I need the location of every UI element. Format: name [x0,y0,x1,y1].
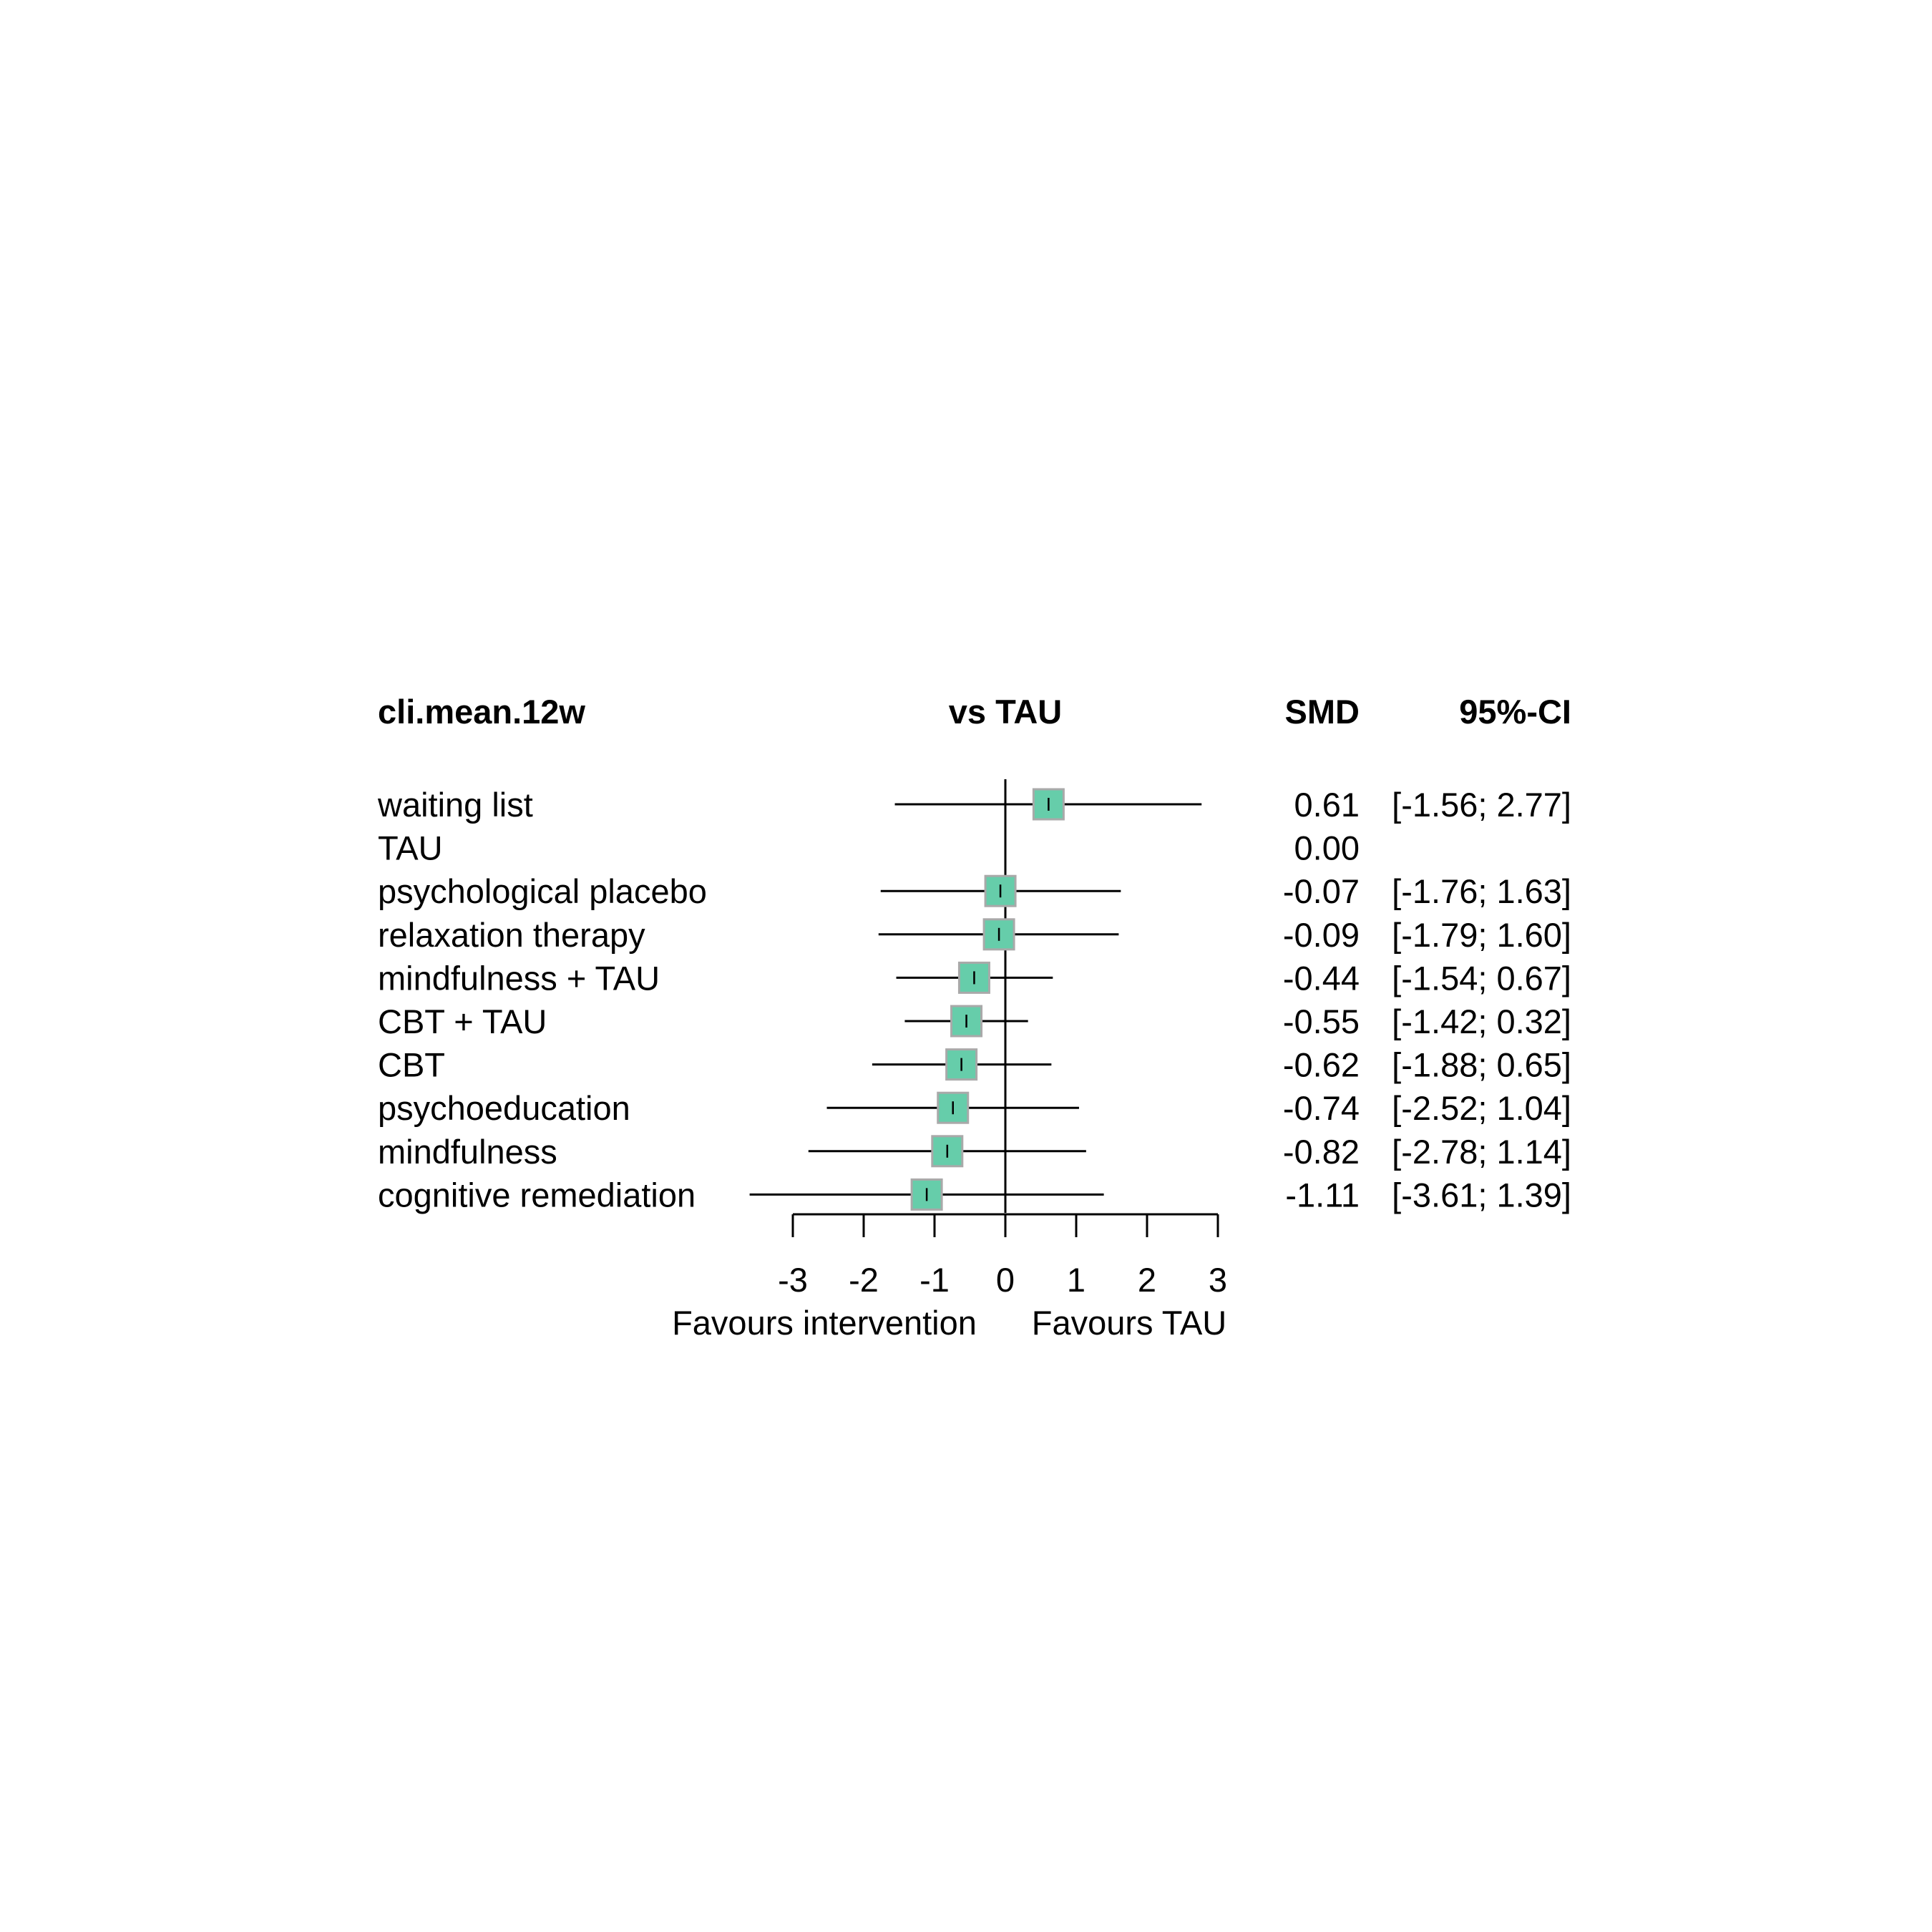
ci-value: [-1.56; 2.77] [1392,786,1571,824]
x-label-left: Favours intervention [672,1304,977,1342]
row-label: psychoeducation [378,1089,630,1127]
smd-value: -0.62 [1283,1046,1360,1084]
smd-value: -0.44 [1283,959,1360,997]
ci-value: [-1.54; 0.67] [1392,959,1571,997]
column-headers: cli.mean.12w vs TAU SMD 95%-CI [378,693,1571,731]
row-label: waiting list [377,786,533,824]
x-tick-label: -1 [919,1261,950,1299]
smd-column-header: SMD [1285,693,1360,731]
row-label: mindfulness + TAU [378,959,660,997]
forest-row: psychological placebo -0.07 [-1.76; 1.63] [378,872,1571,910]
smd-value: -0.74 [1283,1089,1360,1127]
ci-value: [-1.42; 0.32] [1392,1002,1571,1040]
forest-row: TAU 0.00 [378,829,1360,867]
row-label: CBT [378,1046,445,1084]
forest-row: psychoeducation -0.74 [-2.52; 1.04] [378,1089,1571,1127]
x-tick-label: 3 [1209,1261,1227,1299]
ci-value: [-1.76; 1.63] [1392,872,1571,910]
x-tick-label: 2 [1138,1261,1156,1299]
forest-row: relaxation therapy -0.09 [-1.79; 1.60] [378,916,1571,954]
forest-row: CBT + TAU -0.55 [-1.42; 0.32] [378,1002,1571,1040]
ci-value: [-2.78; 1.14] [1392,1133,1571,1171]
plot-column-header: vs TAU [949,693,1062,731]
ci-column-header: 95%-CI [1459,693,1571,731]
forest-row: CBT -0.62 [-1.88; 0.65] [378,1046,1571,1084]
x-tick-label: -3 [778,1261,808,1299]
row-label: cognitive remediation [378,1176,696,1214]
smd-value: 0.61 [1294,786,1360,824]
x-axis: -3 -2 -1 0 1 2 3 [778,1213,1227,1299]
smd-value: -0.09 [1283,916,1360,954]
smd-value: -0.07 [1283,872,1360,910]
smd-value: -0.82 [1283,1133,1360,1171]
x-tick-label: -2 [849,1261,879,1299]
x-label-right: Favours TAU [1032,1304,1227,1342]
study-rows: waiting list 0.61 [-1.56; 2.77] TAU 0.00 psyc… [377,786,1571,1214]
effect-marker [945,1048,978,1081]
ci-value: [-1.79; 1.60] [1392,916,1571,954]
effect-marker [957,961,990,994]
label-column-header: cli.mean.12w [378,693,585,731]
x-tick-label: 0 [996,1261,1015,1299]
forest-row: mindfulness -0.82 [-2.78; 1.14] [378,1133,1571,1171]
ci-value: [-1.88; 0.65] [1392,1046,1571,1084]
row-label: TAU [378,829,443,867]
row-label: mindfulness [378,1133,557,1171]
x-axis-labels: Favours intervention Favours TAU [672,1304,1226,1342]
ci-value: [-3.61; 1.39] [1392,1176,1571,1214]
effect-marker [1032,788,1065,821]
smd-value: -1.11 [1285,1176,1360,1214]
row-label: CBT + TAU [378,1002,547,1040]
forest-row: cognitive remediation -1.11 [-3.61; 1.39] [378,1176,1571,1214]
ci-value: [-2.52; 1.04] [1392,1089,1571,1127]
smd-value: 0.00 [1294,829,1360,867]
forest-row: waiting list 0.61 [-1.56; 2.77] [377,786,1571,824]
forest-row: mindfulness + TAU -0.44 [-1.54; 0.67] [378,959,1571,997]
smd-value: -0.55 [1283,1002,1360,1040]
x-tick-label: 1 [1067,1261,1085,1299]
effect-marker [937,1091,970,1124]
row-label: psychological placebo [378,872,707,910]
row-label: relaxation therapy [378,916,645,954]
